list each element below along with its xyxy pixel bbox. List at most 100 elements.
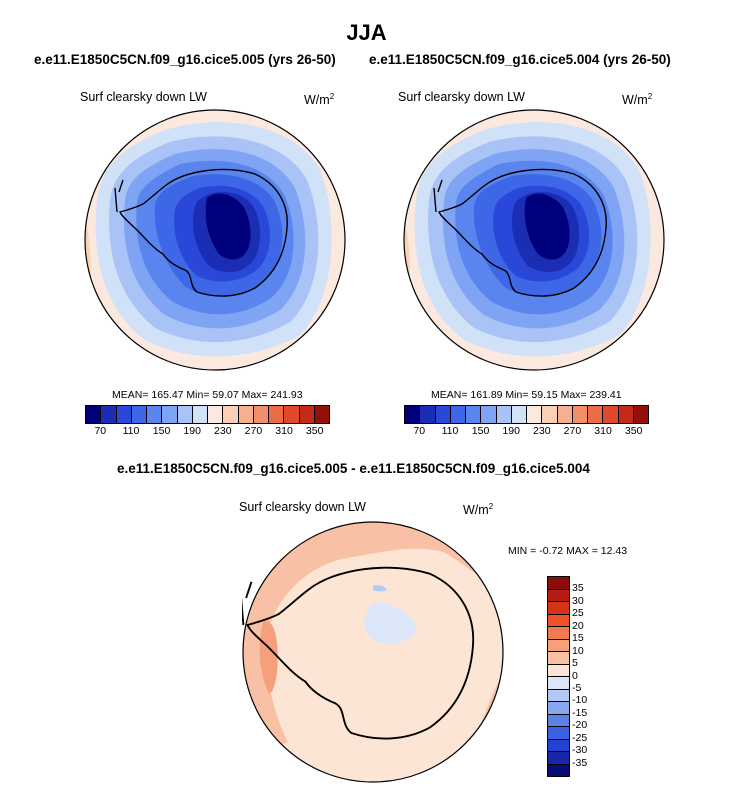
left-colorbar-swatch: [314, 406, 329, 423]
left-map-contours: [85, 110, 345, 370]
left-colorbar-tick-label: 230: [214, 425, 232, 437]
right-antarctica-outline: [433, 168, 607, 297]
left-colorbar-swatch: [299, 406, 315, 423]
diff-antarctica-outline: [242, 566, 475, 740]
diff-units: W/m2: [463, 502, 494, 518]
left-colorbar-tick-label: 190: [183, 425, 201, 437]
left-polar-map: [84, 109, 346, 371]
diff-colorbar-labels: 35 30 25 20 15 10 5 0 -5 -10 -15 -20 -25 -30 -35: [572, 576, 612, 775]
diff-colorbar-tick-label: 35: [572, 582, 584, 595]
left-colorbar-swatch: [192, 406, 208, 423]
left-colorbar-swatch: [223, 406, 239, 423]
left-colorbar-swatch: [208, 406, 224, 423]
right-stats: MEAN= 161.89 Min= 59.15 Max= 239.41: [431, 389, 622, 401]
diff-colorbar-swatch: [548, 677, 569, 690]
right-map-border: [403, 109, 665, 371]
left-colorbar-swatch: [284, 406, 300, 423]
left-units: W/m2: [304, 92, 335, 108]
left-antarctica-outline: [114, 168, 288, 297]
left-colorbar-tick-label: 310: [275, 425, 293, 437]
right-colorbar-swatch: [618, 406, 634, 423]
diff-colorbar-tick-label: -20: [572, 719, 588, 732]
right-colorbar-swatch: [435, 406, 451, 423]
diff-colorbar-tick-label: 15: [572, 632, 584, 645]
right-colorbar-tick-label: 350: [624, 425, 643, 437]
left-colorbar-swatch: [177, 406, 193, 423]
season-title: JJA: [346, 20, 387, 45]
right-colorbar-swatch: [603, 406, 619, 423]
left-variable-label: Surf clearsky down LW: [80, 90, 207, 104]
diff-colorbar-swatch: [548, 764, 569, 776]
diff-colorbar-tick-label: 20: [572, 619, 584, 632]
diff-colorbar-tick-label: -25: [572, 731, 588, 744]
right-map-contours: [404, 110, 664, 370]
left-colorbar-tick-label: 70: [94, 425, 107, 437]
right-colorbar-swatch: [466, 406, 482, 423]
diff-colorbar-swatch: [548, 689, 569, 702]
diff-map-border: [242, 521, 504, 783]
left-colorbar-swatch: [131, 406, 147, 423]
diff-polar-map: [242, 521, 504, 783]
right-units: W/m2: [622, 92, 653, 108]
diff-title: e.e11.E1850C5CN.f09_g16.cice5.005 - e.e1…: [117, 461, 590, 476]
left-colorbar-tick-label: 350: [305, 425, 324, 437]
diff-stats: MIN = -0.72 MAX = 12.43: [508, 545, 628, 557]
left-colorbar-swatch: [101, 406, 117, 423]
diff-colorbar-swatch: [548, 602, 569, 615]
left-colorbar-swatch: [147, 406, 163, 423]
diff-colorbar: [547, 576, 570, 777]
left-colorbar-labels: 70 110 150 190 230 270 310 350: [85, 425, 330, 439]
right-colorbar-swatch: [633, 406, 648, 423]
left-colorbar-swatch: [238, 406, 254, 423]
left-colorbar-swatch: [86, 406, 102, 423]
right-colorbar-tick-label: 230: [533, 425, 551, 437]
right-colorbar-swatch: [588, 406, 604, 423]
right-colorbar-swatch: [511, 406, 527, 423]
left-colorbar-swatch: [116, 406, 132, 423]
right-colorbar: [404, 405, 649, 424]
case2-title: e.e11.E1850C5CN.f09_g16.cice5.004 (yrs 2…: [369, 52, 671, 67]
diff-colorbar-swatch: [548, 639, 569, 652]
diff-colorbar-tick-label: -30: [572, 744, 588, 757]
diff-colorbar-tick-label: -15: [572, 706, 588, 719]
left-colorbar-tick-label: 270: [244, 425, 263, 437]
diff-colorbar-swatch: [548, 652, 569, 665]
right-polar-map: [403, 109, 665, 371]
left-stats: MEAN= 165.47 Min= 59.07 Max= 241.93: [112, 389, 303, 401]
diff-colorbar-swatch: [548, 727, 569, 740]
diff-colorbar-tick-label: 0: [572, 669, 578, 682]
right-colorbar-swatch: [572, 406, 588, 423]
diff-colorbar-tick-label: 10: [572, 644, 584, 657]
diff-colorbar-tick-label: 25: [572, 607, 584, 620]
diff-colorbar-swatch: [548, 577, 569, 590]
diff-variable-label: Surf clearsky down LW: [239, 500, 366, 514]
left-colorbar: [85, 405, 330, 424]
diff-colorbar-swatch: [548, 589, 569, 602]
diff-colorbar-tick-label: -5: [572, 681, 582, 694]
right-colorbar-tick-label: 110: [441, 425, 459, 437]
diff-colorbar-tick-label: 30: [572, 594, 584, 607]
right-colorbar-swatch: [496, 406, 512, 423]
right-colorbar-swatch: [557, 406, 573, 423]
right-variable-label: Surf clearsky down LW: [398, 90, 525, 104]
diff-colorbar-swatch: [548, 614, 569, 627]
right-colorbar-swatch: [405, 406, 421, 423]
case1-title: e.e11.E1850C5CN.f09_g16.cice5.005 (yrs 2…: [34, 52, 336, 67]
right-colorbar-swatch: [420, 406, 436, 423]
right-colorbar-tick-label: 270: [563, 425, 582, 437]
right-colorbar-labels: 70 110 150 190 230 270 310 350: [404, 425, 649, 439]
right-colorbar-tick-label: 70: [413, 425, 426, 437]
left-colorbar-tick-label: 150: [152, 425, 171, 437]
right-colorbar-tick-label: 310: [594, 425, 612, 437]
right-colorbar-tick-label: 190: [502, 425, 520, 437]
left-colorbar-swatch: [269, 406, 285, 423]
right-colorbar-tick-label: 150: [471, 425, 490, 437]
left-map-border: [84, 109, 346, 371]
diff-colorbar-tick-label: -35: [572, 756, 588, 769]
right-colorbar-swatch: [481, 406, 497, 423]
diff-colorbar-tick-label: 5: [572, 657, 578, 670]
diff-colorbar-swatch: [548, 714, 569, 727]
diff-colorbar-swatch: [548, 627, 569, 640]
right-colorbar-swatch: [450, 406, 466, 423]
diff-colorbar-swatch: [548, 739, 569, 752]
